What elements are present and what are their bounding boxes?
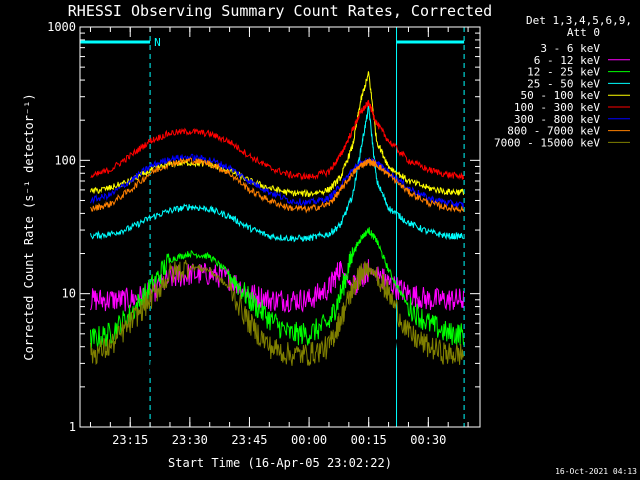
legend-label-7: 800 - 7000 keV <box>507 125 600 138</box>
x-tick-label-1: 23:30 <box>172 433 208 447</box>
series-5-line-0 <box>90 99 464 181</box>
legend-label-8: 7000 - 15000 keV <box>494 136 600 149</box>
legend-label-2: 12 - 25 keV <box>527 66 600 79</box>
legend-label-4: 50 - 100 keV <box>521 89 601 102</box>
y-axis-label: Corrected Count Rate (s⁻¹ detector⁻¹) <box>22 93 36 360</box>
x-axis-label: Start Time (16-Apr-05 23:02:22) <box>168 456 392 470</box>
y-tick-label-3: 1000 <box>47 20 76 34</box>
plot-frame <box>79 26 481 428</box>
y-tick-label-2: 100 <box>54 153 76 167</box>
night-label-0: N <box>154 36 161 49</box>
y-tick-label-0: 1 <box>69 420 76 434</box>
chart-title: RHESSI Observing Summary Count Rates, Co… <box>68 2 492 20</box>
series-3-line-0 <box>90 105 464 243</box>
series-5 <box>90 99 464 181</box>
series-7-line-0 <box>90 157 464 214</box>
series-7 <box>90 157 464 214</box>
x-tick-label-4: 00:15 <box>351 433 387 447</box>
series-0 <box>109 279 448 425</box>
series-0-line-1 <box>328 279 448 423</box>
legend-label-6: 300 - 800 keV <box>514 113 600 126</box>
series-2-line-0 <box>90 226 464 350</box>
x-tick-label-2: 23:45 <box>231 433 267 447</box>
series-4 <box>90 71 464 198</box>
legend-header-line-1: Det 1,3,4,5,6,9, <box>526 14 632 27</box>
series-8-line-0 <box>90 259 464 366</box>
legend-header-line-2: Att 0 <box>567 26 600 39</box>
series-3 <box>90 105 464 243</box>
y-tick-label-1: 10 <box>62 287 76 301</box>
legend-label-0: 3 - 6 keV <box>540 42 600 55</box>
legend-label-1: 6 - 12 keV <box>534 54 601 67</box>
x-tick-label-5: 00:30 <box>410 433 446 447</box>
axis-ticks: 1 10 100 1000 23:15 23:30 23:45 00:00 00:15 00:30 <box>47 20 480 447</box>
legend-label-3: 25 - 50 keV <box>527 77 600 90</box>
legend-label-5: 100 - 300 keV <box>514 101 600 114</box>
series-8 <box>90 259 464 366</box>
footer-timestamp: 16-Oct-2021 04:13 <box>555 467 637 476</box>
x-tick-label-0: 23:15 <box>112 433 148 447</box>
series-lines <box>90 71 464 425</box>
series-0-line-0 <box>109 281 289 425</box>
series-2 <box>90 226 464 350</box>
x-tick-label-3: 00:00 <box>291 433 327 447</box>
series-4-line-0 <box>90 71 464 198</box>
